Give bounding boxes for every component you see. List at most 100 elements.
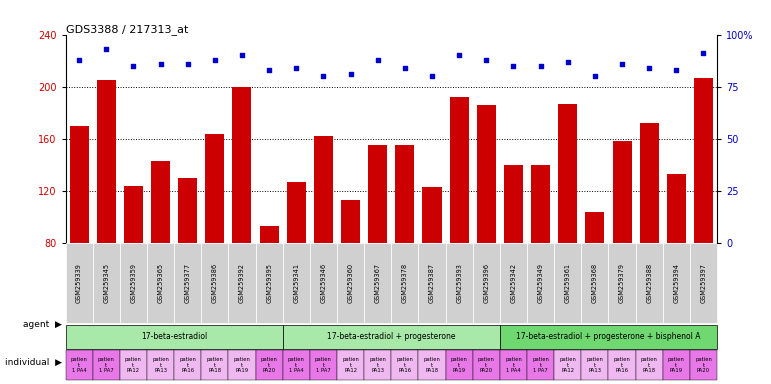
Bar (423, 187, 442, 243)
Text: GSM259387: GSM259387 (429, 263, 435, 303)
Bar (93, 243, 120, 323)
Text: GSM259349: GSM259349 (537, 263, 544, 303)
Bar (283, 350, 310, 380)
Text: GSM259339: GSM259339 (76, 263, 82, 303)
Text: patien
t
PA16: patien t PA16 (179, 357, 196, 373)
Bar (504, 165, 523, 243)
Point (127, 63, 140, 69)
Text: GSM259397: GSM259397 (701, 263, 706, 303)
Bar (310, 350, 337, 380)
Text: patien
t
1 PA4: patien t 1 PA4 (505, 357, 522, 373)
Bar (612, 141, 631, 243)
Bar (147, 243, 174, 323)
Bar (314, 136, 333, 243)
Text: patien
t
1 PA7: patien t 1 PA7 (315, 357, 332, 373)
Text: patien
t
PA13: patien t PA13 (587, 357, 604, 373)
Point (100, 46, 113, 52)
Point (372, 56, 384, 63)
Point (263, 67, 275, 73)
Point (317, 73, 329, 79)
Bar (287, 182, 306, 243)
Text: GSM259379: GSM259379 (619, 263, 625, 303)
Text: GDS3388 / 217313_at: GDS3388 / 217313_at (66, 24, 188, 35)
Bar (205, 134, 224, 243)
Bar (66, 350, 93, 380)
Bar (364, 350, 392, 380)
Point (426, 73, 438, 79)
Bar (640, 123, 658, 243)
Bar (663, 350, 690, 380)
Bar (635, 350, 663, 380)
Text: patien
t
PA12: patien t PA12 (125, 357, 142, 373)
Text: GSM259388: GSM259388 (646, 263, 652, 303)
Text: GSM259346: GSM259346 (321, 263, 326, 303)
Bar (120, 350, 147, 380)
Text: patien
t
PA19: patien t PA19 (451, 357, 467, 373)
Text: individual  ▶: individual ▶ (5, 358, 62, 367)
Text: GSM259342: GSM259342 (510, 263, 517, 303)
Bar (69, 126, 89, 243)
Bar (608, 350, 635, 380)
Point (73, 56, 86, 63)
Point (561, 59, 574, 65)
Point (154, 61, 167, 67)
Text: GSM259345: GSM259345 (103, 263, 109, 303)
Text: patien
t
1 PA4: patien t 1 PA4 (288, 357, 305, 373)
Point (643, 65, 655, 71)
Text: patien
t
PA16: patien t PA16 (614, 357, 631, 373)
Text: GSM259361: GSM259361 (564, 263, 571, 303)
Text: GSM259377: GSM259377 (185, 263, 190, 303)
Text: GSM259378: GSM259378 (402, 263, 408, 303)
Bar (66, 325, 283, 349)
Bar (558, 104, 577, 243)
Bar (255, 350, 283, 380)
Bar (531, 165, 550, 243)
Bar (93, 350, 120, 380)
Text: GSM259367: GSM259367 (375, 263, 381, 303)
Bar (341, 200, 360, 243)
Text: patien
t
PA19: patien t PA19 (668, 357, 685, 373)
Bar (500, 350, 527, 380)
Bar (96, 80, 116, 243)
Text: patien
t
PA19: patien t PA19 (234, 357, 251, 373)
Text: GSM259365: GSM259365 (157, 263, 163, 303)
Text: patien
t
1 PA7: patien t 1 PA7 (532, 357, 549, 373)
Bar (201, 243, 228, 323)
Bar (554, 350, 581, 380)
Bar (337, 243, 364, 323)
Bar (260, 226, 278, 243)
Point (345, 71, 357, 77)
Text: patien
t
PA12: patien t PA12 (342, 357, 359, 373)
Bar (174, 243, 201, 323)
Text: GSM259395: GSM259395 (266, 263, 272, 303)
Point (480, 56, 493, 63)
Text: patien
t
PA20: patien t PA20 (695, 357, 712, 373)
Bar (369, 145, 387, 243)
Bar (690, 243, 717, 323)
Bar (419, 243, 446, 323)
Text: 17-beta-estradiol + progesterone: 17-beta-estradiol + progesterone (327, 332, 456, 341)
Bar (694, 78, 713, 243)
Bar (228, 350, 255, 380)
Bar (66, 243, 93, 323)
Bar (554, 243, 581, 323)
Bar (585, 212, 604, 243)
Text: 17-beta-estradiol: 17-beta-estradiol (141, 332, 207, 341)
Bar (147, 350, 174, 380)
Bar (667, 174, 686, 243)
Bar (337, 350, 364, 380)
Point (399, 65, 411, 71)
Bar (228, 243, 255, 323)
Point (534, 63, 547, 69)
Point (697, 50, 709, 56)
Text: GSM259368: GSM259368 (592, 263, 598, 303)
Bar (396, 145, 414, 243)
Point (589, 73, 601, 79)
Text: GSM259393: GSM259393 (456, 263, 462, 303)
Bar (201, 350, 228, 380)
Text: patien
t
1 PA4: patien t 1 PA4 (71, 357, 88, 373)
Text: GSM259392: GSM259392 (239, 263, 245, 303)
Text: patien
t
1 PA7: patien t 1 PA7 (98, 357, 115, 373)
Text: GSM259359: GSM259359 (130, 263, 136, 303)
Point (453, 52, 466, 58)
